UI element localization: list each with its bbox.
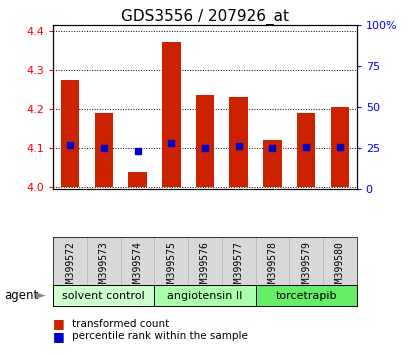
Bar (296, 113, 315, 187)
Bar (94, 113, 113, 187)
Text: ■: ■ (53, 318, 65, 330)
Bar (322, 237, 356, 285)
Text: GSM399579: GSM399579 (300, 241, 310, 294)
Bar (255, 237, 289, 285)
Text: GSM399577: GSM399577 (233, 241, 243, 294)
Bar (61, 80, 79, 187)
Bar (255, 285, 356, 306)
Text: agent: agent (4, 289, 38, 302)
Text: ►: ► (36, 289, 46, 302)
Title: GDS3556 / 207926_at: GDS3556 / 207926_at (121, 8, 288, 25)
Bar (128, 172, 146, 187)
Bar (87, 237, 120, 285)
Bar (229, 97, 247, 187)
Bar (120, 237, 154, 285)
Bar (188, 237, 221, 285)
Text: percentile rank within the sample: percentile rank within the sample (72, 331, 247, 341)
Text: GSM399578: GSM399578 (267, 241, 277, 294)
Text: GSM399573: GSM399573 (99, 241, 109, 294)
Text: solvent control: solvent control (62, 291, 145, 301)
Bar (195, 95, 214, 187)
Text: GSM399574: GSM399574 (132, 241, 142, 294)
Text: torcetrapib: torcetrapib (275, 291, 336, 301)
Bar (289, 237, 322, 285)
Bar (330, 107, 348, 187)
Text: ■: ■ (53, 330, 65, 343)
Text: GSM399576: GSM399576 (200, 241, 209, 294)
Text: angiotensin II: angiotensin II (167, 291, 242, 301)
Text: GSM399575: GSM399575 (166, 241, 176, 294)
Bar (53, 285, 154, 306)
Bar (53, 237, 87, 285)
Text: transformed count: transformed count (72, 319, 169, 329)
Text: GSM399580: GSM399580 (334, 241, 344, 294)
Bar (154, 285, 255, 306)
Bar (162, 42, 180, 187)
Bar (154, 237, 188, 285)
Text: GSM399572: GSM399572 (65, 241, 75, 294)
Bar (263, 140, 281, 187)
Bar (221, 237, 255, 285)
